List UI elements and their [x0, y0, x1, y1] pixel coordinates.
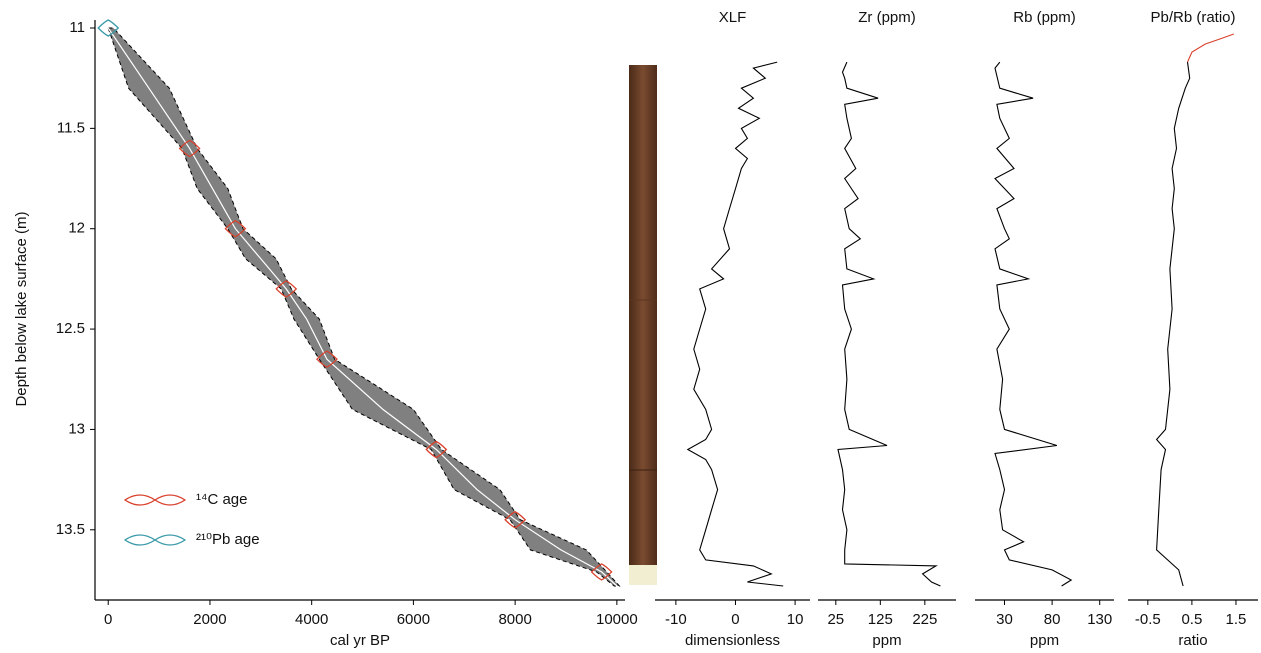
profile-line [1155, 62, 1191, 587]
profile-line [1186, 33, 1234, 63]
x-tick-label: 25 [827, 611, 844, 628]
date-symbol [97, 19, 120, 37]
x-tick-label: -0.5 [1135, 611, 1161, 628]
x-tick-label: 10000 [596, 611, 638, 628]
x-tick-label: 2000 [193, 611, 226, 628]
x-axis-label: cal yr BP [330, 632, 390, 649]
legend-symbol [123, 494, 187, 506]
y-tick-label: 13 [68, 420, 85, 437]
profile-title: Rb (ppm) [1013, 9, 1076, 26]
x-axis-label: ppm [1030, 632, 1059, 649]
x-tick-label: 30 [996, 611, 1013, 628]
date-symbol [178, 139, 201, 158]
x-axis-label: ratio [1178, 632, 1207, 649]
x-tick-label: 0 [731, 611, 739, 628]
y-axis-label: Depth below lake surface (m) [13, 211, 30, 406]
x-tick-label: 0.5 [1181, 611, 1202, 628]
x-axis-label: dimensionless [685, 632, 780, 649]
x-tick-label: 6000 [397, 611, 430, 628]
model-median [107, 27, 618, 587]
x-tick-label: 10 [787, 611, 804, 628]
date-symbol [275, 280, 298, 298]
profile-title: XLF [719, 9, 747, 26]
y-tick-label: 11 [69, 19, 85, 36]
legend-label: ²¹⁰Pb age [196, 531, 260, 548]
x-tick-label: 125 [868, 611, 893, 628]
date-symbol [590, 563, 613, 581]
x-tick-label: 1.5 [1226, 611, 1247, 628]
y-tick-label: 13.5 [56, 521, 85, 538]
y-tick-label: 12.5 [56, 320, 85, 337]
x-tick-label: 80 [1044, 611, 1061, 628]
date-symbol [504, 511, 527, 529]
x-tick-label: 4000 [295, 611, 328, 628]
core-photo [629, 65, 657, 585]
y-tick-label: 12 [68, 220, 85, 237]
x-axis-label: ppm [872, 632, 901, 649]
profile-title: Zr (ppm) [858, 9, 916, 26]
legend-symbol [123, 534, 187, 546]
x-tick-label: 130 [1087, 611, 1112, 628]
profile-line [837, 61, 941, 587]
x-tick-label: 225 [912, 611, 937, 628]
x-tick-label: 0 [104, 611, 112, 628]
profile-line [686, 61, 784, 587]
date-symbol [425, 440, 448, 459]
date-symbol [224, 219, 247, 238]
y-tick-label: 11.5 [57, 119, 85, 136]
legend-label: ¹⁴C age [196, 491, 247, 508]
profile-line [994, 61, 1073, 587]
x-tick-label: -10 [665, 611, 687, 628]
x-tick-label: 8000 [498, 611, 531, 628]
model-envelope [107, 27, 621, 587]
date-symbol [316, 350, 338, 368]
profile-title: Pb/Rb (ratio) [1150, 9, 1235, 26]
